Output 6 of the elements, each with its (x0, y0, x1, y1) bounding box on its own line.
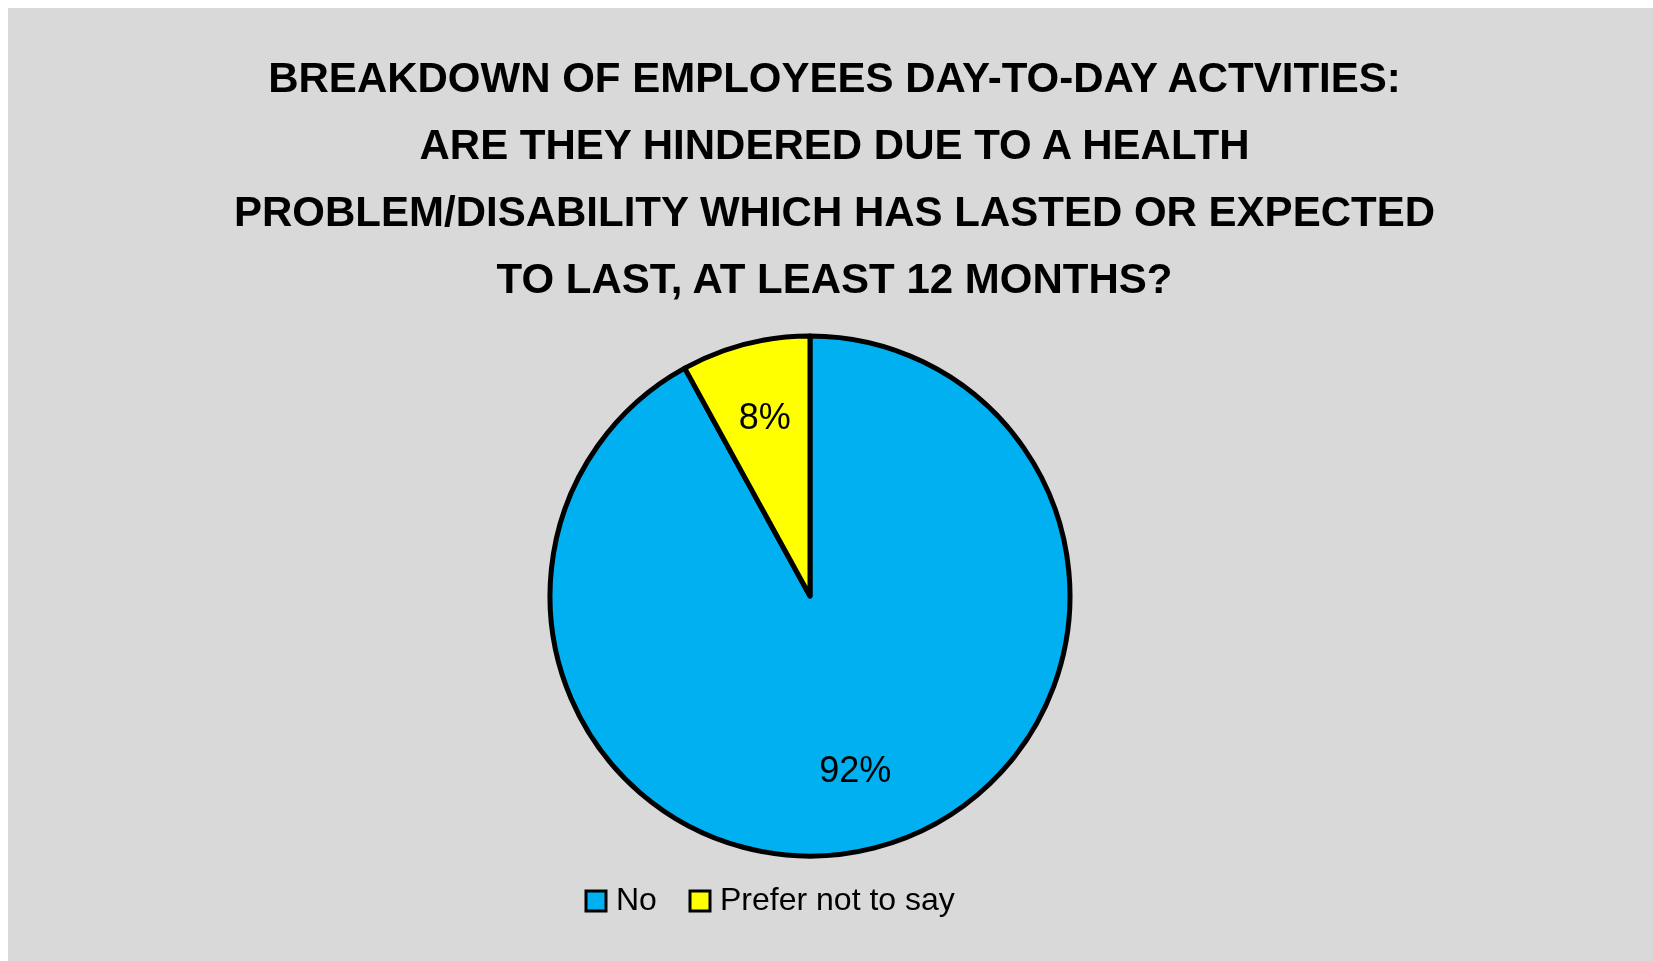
chart-title: BREAKDOWN OF EMPLOYEES DAY-TO-DAY ACTVITIES: ARE THEY HINDERED DUE TO A HEALTH PROBLEM/DISABILITY WHICH HAS LASTED OR EXPECTED TO LAST, AT LEAST 12 MONTHS? (234, 54, 1435, 302)
data-label: 8% (738, 396, 791, 438)
pie-slice (547, 333, 1073, 859)
legend-label: Prefer not to say (720, 881, 955, 918)
data-label: 92% (819, 748, 892, 790)
legend-label: No (616, 881, 657, 918)
